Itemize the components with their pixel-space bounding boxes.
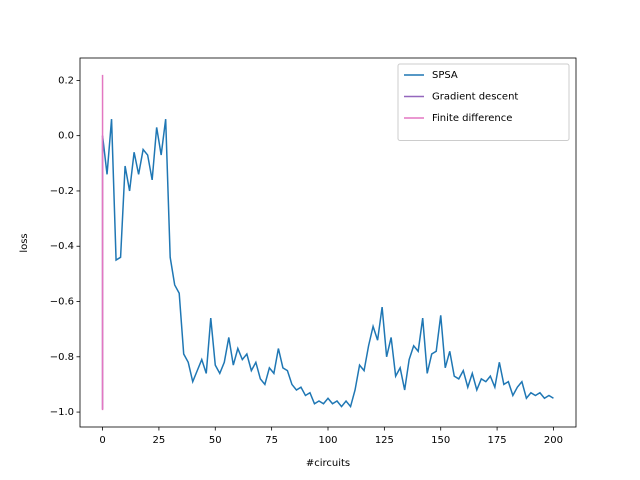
x-tick-label: 75 xyxy=(265,435,278,446)
y-tick-label: −0.8 xyxy=(50,352,74,363)
y-tick-label: −1.0 xyxy=(50,407,74,418)
x-tick-label: 125 xyxy=(375,435,394,446)
legend-label: Gradient descent xyxy=(432,92,518,103)
y-tick-label: 0.0 xyxy=(58,131,74,142)
series-line xyxy=(101,118,554,409)
x-tick-label: 200 xyxy=(544,435,563,446)
legend-label: SPSA xyxy=(432,70,458,81)
x-tick-label: 175 xyxy=(488,435,507,446)
y-tick-label: 0.2 xyxy=(58,75,74,86)
x-tick-label: 100 xyxy=(318,435,337,446)
y-tick-label: −0.4 xyxy=(50,241,74,252)
x-axis-label: #circuits xyxy=(306,458,350,469)
y-tick-label: −0.6 xyxy=(50,297,74,308)
x-tick-label: 0 xyxy=(99,435,105,446)
x-tick-label: 25 xyxy=(153,435,166,446)
x-tick-label: 150 xyxy=(431,435,450,446)
plot-frame xyxy=(79,57,577,428)
legend-box xyxy=(397,63,570,141)
legend-label: Finite difference xyxy=(432,113,512,124)
y-tick-label: −0.2 xyxy=(50,186,74,197)
y-axis-label: loss xyxy=(19,233,30,252)
x-tick-label: 50 xyxy=(209,435,222,446)
